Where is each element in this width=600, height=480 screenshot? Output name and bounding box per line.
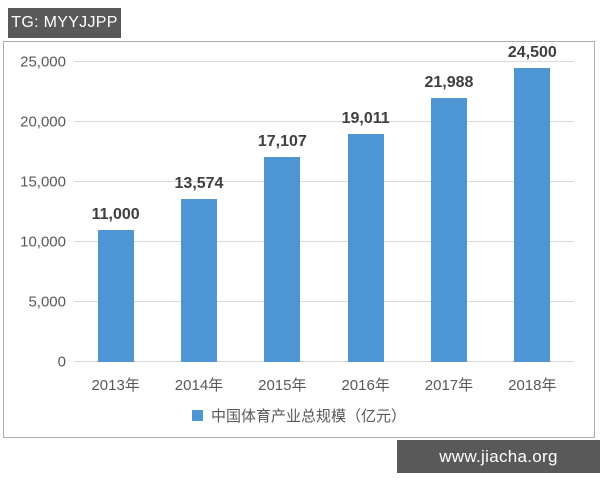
bar-value-label: 21,988: [424, 74, 474, 92]
bar-slot: 19,011: [324, 62, 407, 362]
source-tag-badge: TG: MYYJJPP: [8, 8, 121, 38]
bar: [514, 68, 551, 362]
watermark-url-badge: www.jiacha.org: [397, 440, 600, 473]
x-tick-label: 2017年: [424, 377, 474, 394]
bar-value-label: 13,574: [174, 175, 224, 193]
gridline: [74, 361, 574, 362]
bar: [264, 156, 301, 362]
bar-slot: 13,574: [157, 62, 240, 362]
bar-slot: 11,000: [74, 62, 157, 362]
y-tick-label: 0: [57, 353, 66, 371]
x-tick-label: 2016年: [341, 377, 390, 394]
y-tick-label: 25,000: [20, 53, 66, 71]
bar-value-label: 24,500: [507, 44, 557, 61]
bar: [97, 230, 134, 362]
gridline: [74, 181, 574, 182]
x-axis: 2013年 2014年 2015年 2016年 2017年 2018年: [74, 374, 574, 395]
bar-slot: 21,988: [407, 62, 490, 362]
bar: [347, 133, 384, 362]
bar-value-label: 19,011: [341, 109, 390, 127]
y-tick-label: 5,000: [28, 293, 66, 311]
legend: 中国体育产业总规模（亿元）: [4, 405, 594, 426]
gridline: [74, 61, 574, 62]
chart-frame: 0 5,000 10,000 15,000 20,000 25,000 11,000 13,…: [3, 41, 595, 438]
y-axis: 0 5,000 10,000 15,000 20,000 25,000: [4, 54, 66, 371]
x-tick-label: 2018年: [508, 377, 557, 394]
bar: [180, 199, 217, 362]
bar: [430, 98, 467, 362]
x-tick-label: 2013年: [91, 377, 140, 394]
bar-value-label: 17,107: [257, 132, 307, 150]
y-tick-label: 10,000: [20, 233, 66, 251]
y-tick-label: 15,000: [20, 173, 66, 191]
bar-value-label: 11,000: [91, 206, 140, 223]
bar-series: 11,000 13,574 17,107 19,011 21,988 24,500: [74, 44, 574, 362]
bar-slot: 17,107: [241, 62, 324, 362]
gridline: [74, 121, 574, 122]
plot-area: 11,000 13,574 17,107 19,011 21,988 24,500: [74, 44, 574, 362]
y-tick-label: 20,000: [20, 113, 66, 131]
x-tick-label: 2015年: [258, 377, 307, 394]
x-tick-label: 2014年: [174, 377, 224, 394]
legend-swatch-icon: [191, 410, 203, 421]
legend-label: 中国体育产业总规模（亿元）: [210, 408, 406, 425]
bar-slot: 24,500: [491, 44, 574, 362]
gridline: [74, 241, 574, 242]
gridline: [74, 301, 574, 302]
